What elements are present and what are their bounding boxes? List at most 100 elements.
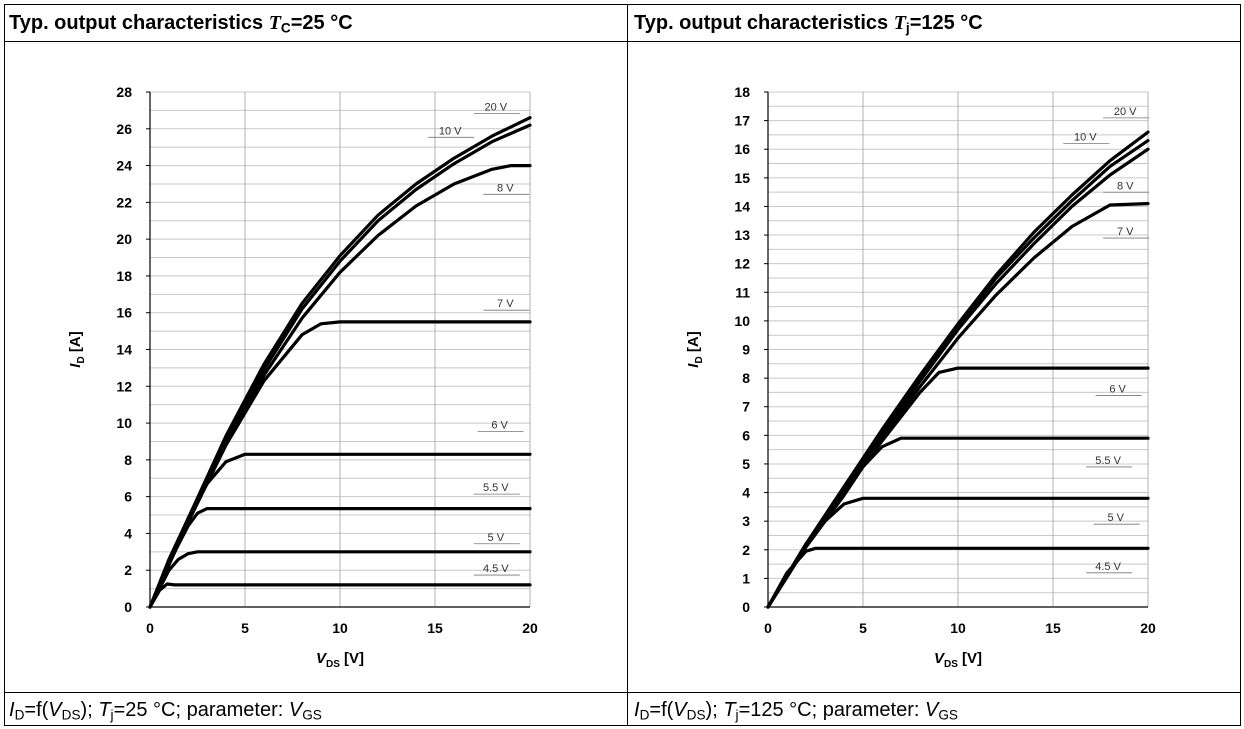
footer-param: V (288, 699, 303, 721)
series-line (148, 550, 532, 609)
footer-v: V (48, 699, 62, 721)
footer-divider (4, 692, 1241, 693)
y-tick-label: 20 (116, 231, 132, 247)
footer-param-sub: GS (938, 707, 958, 723)
y-tick-label: 15 (734, 170, 750, 186)
y-tick-label: 13 (734, 227, 750, 243)
series-label: 5 V (1107, 512, 1124, 524)
series-line (766, 546, 1150, 609)
footer-v-sub: DS (686, 707, 706, 723)
footer-condition: =25 °C; parameter: (113, 699, 289, 721)
footer-id-sub: D (14, 707, 25, 723)
y-tick-label: 26 (116, 121, 132, 137)
series-label: 20 V (1114, 106, 1137, 118)
series-label: 7 V (497, 298, 514, 310)
series-group (766, 130, 1150, 609)
y-tick-label: 14 (116, 342, 132, 358)
y-tick-label: 9 (742, 342, 750, 358)
table-frame (4, 4, 1241, 726)
panel-title-left: Typ. output characteristics TC=25 °C (9, 9, 353, 37)
x-tick-label: 0 (764, 620, 772, 636)
x-tick-label: 5 (241, 620, 249, 636)
x-tick-label: 15 (427, 620, 443, 636)
series-line (148, 507, 532, 609)
y-tick-label: 3 (742, 513, 750, 529)
y-tick-label: 0 (742, 599, 750, 615)
y-tick-label: 8 (742, 370, 750, 386)
footer-t: T (98, 699, 111, 721)
y-tick-label: 7 (742, 399, 750, 415)
x-tick-label: 10 (950, 620, 966, 636)
grid (149, 91, 531, 608)
header-divider (4, 41, 1241, 42)
x-tick-label: 10 (332, 620, 348, 636)
y-tick-label: 12 (734, 256, 750, 272)
series-line (148, 452, 532, 609)
y-tick-label: 14 (734, 198, 750, 214)
y-tick-label: 2 (124, 562, 132, 578)
y-tick-label: 8 (124, 452, 132, 468)
y-tick-label: 6 (124, 489, 132, 505)
title-text: Typ. output characteristics (634, 12, 894, 34)
series-label: 10 V (1074, 132, 1097, 144)
y-tick-label: 22 (116, 194, 132, 210)
footer-t-sub: j (110, 707, 114, 723)
x-tick-label: 5 (859, 620, 867, 636)
series-label: 10 V (439, 125, 462, 137)
panel-title-right: Typ. output characteristics Tj=125 °C (634, 9, 983, 37)
title-subscript: j (905, 20, 910, 36)
footer-id-sub: D (639, 707, 650, 723)
grid (767, 91, 1149, 608)
y-tick-label: 10 (734, 313, 750, 329)
title-condition: =125 °C (909, 12, 983, 34)
y-tick-label: 17 (734, 113, 750, 129)
y-axis-label: ID [A] (685, 331, 705, 367)
y-tick-label: 12 (116, 378, 132, 394)
y-tick-label: 28 (116, 84, 132, 100)
series-label: 5 V (488, 532, 505, 544)
y-axis-label: ID [A] (67, 331, 87, 367)
y-tick-label: 1 (742, 570, 750, 586)
footer-v-sub: DS (61, 707, 81, 723)
y-tick-label: 24 (116, 158, 132, 174)
series-label: 5.5 V (1095, 455, 1121, 467)
y-tick-label: 16 (734, 141, 750, 157)
panel-footer-left: ID=f(VDS); Tj=25 °C; parameter: VGS (9, 697, 322, 723)
series-label: 4.5 V (483, 563, 509, 575)
title-symbol: T (268, 12, 281, 34)
y-tick-label: 16 (116, 305, 132, 321)
footer-condition: =125 °C; parameter: (738, 699, 925, 721)
x-tick-label: 20 (522, 620, 538, 636)
x-axis-label: VDS [V] (316, 650, 364, 670)
footer-param-sub: GS (302, 707, 322, 723)
footer-func-close: ); (705, 699, 724, 721)
y-tick-label: 2 (742, 542, 750, 558)
y-tick-label: 4 (742, 485, 750, 501)
series-line (148, 582, 532, 609)
x-tick-label: 20 (1140, 620, 1156, 636)
y-tick-label: 4 (124, 525, 132, 541)
footer-func-close: ); (80, 699, 99, 721)
x-axis-label: VDS [V] (934, 650, 982, 670)
title-text: Typ. output characteristics (9, 12, 269, 34)
footer-id: I (9, 699, 15, 721)
series-label: 5.5 V (483, 482, 509, 494)
y-tick-label: 5 (742, 456, 750, 472)
footer-func: =f( (649, 699, 674, 721)
series-label: 20 V (484, 101, 507, 113)
series-label: 4.5 V (1095, 561, 1121, 573)
y-tick-label: 0 (124, 599, 132, 615)
footer-param: V (925, 699, 939, 721)
title-subscript: C (280, 20, 291, 36)
series-group (148, 116, 532, 609)
series-label: 8 V (497, 182, 514, 194)
series-label: 7 V (1117, 226, 1134, 238)
footer-t: T (723, 699, 736, 721)
x-tick-label: 0 (146, 620, 154, 636)
x-tick-label: 15 (1045, 620, 1061, 636)
series-label: 8 V (1117, 180, 1134, 192)
panel-footer-right: ID=f(VDS); Tj=125 °C; parameter: VGS (634, 697, 958, 723)
y-tick-label: 10 (116, 415, 132, 431)
series-label: 6 V (1109, 383, 1126, 395)
